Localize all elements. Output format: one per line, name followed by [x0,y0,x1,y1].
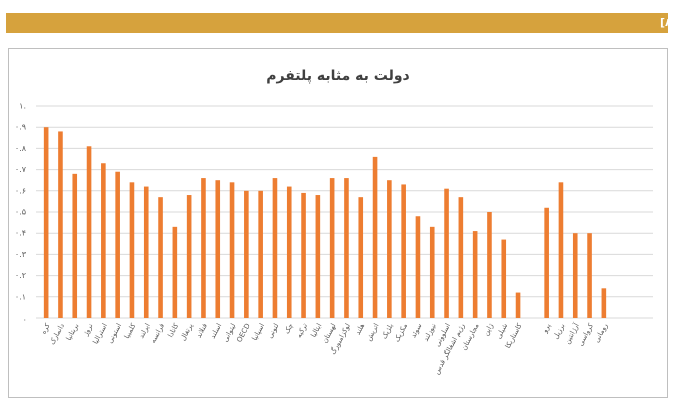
bar [515,292,521,318]
bar [444,188,449,318]
bar [358,197,364,318]
bar [315,195,321,318]
y-tick-label: ۰.۳ [15,250,27,259]
bar [72,173,78,318]
bar [544,207,549,318]
bar [201,178,206,318]
header-band [6,13,668,33]
bar [229,182,235,318]
bar [129,182,135,318]
bar [143,186,149,318]
y-tick-label: ۰.۷ [15,165,27,174]
bar [58,131,63,318]
bar [372,156,378,318]
bar [601,288,607,318]
bar [329,178,335,318]
y-tick-label: ۰.۹ [15,123,26,132]
bar [272,178,278,318]
bar [158,197,163,318]
y-tick-label: ۰.۸ [15,144,27,153]
x-tick-label: پرو [540,322,552,335]
bar [244,190,249,318]
bar [186,195,192,318]
y-tick-label: ۰.۱ [15,292,26,301]
bar [215,180,221,318]
y-tick-label: ۰.۴ [15,229,26,238]
bar [487,212,492,318]
bar [344,178,349,318]
bar [286,186,292,318]
y-tick-label: ۰.۶ [15,186,26,195]
bar [415,216,421,318]
bar [387,180,392,318]
bar [301,192,306,318]
y-tick-label: ۰.۲ [15,271,26,280]
bar [115,171,120,318]
y-tick-label: . [23,314,26,323]
bar [558,182,564,318]
bar [572,233,578,318]
bar [172,226,178,318]
bar [472,231,478,318]
bar [86,146,92,318]
chart-title: دولت به مثابه پلتفرم [266,68,409,84]
bar [101,163,106,318]
y-tick-label: ۱. [19,102,26,111]
bar [501,239,507,318]
header-title: شکل ۴. نتایج بُعد دولت به‌مثابه سکو (پلت… [660,16,679,29]
bar [258,190,263,318]
bar [587,233,592,318]
y-tick-label: ۰.۵ [15,208,26,217]
bar [401,184,406,318]
bar [458,197,464,318]
bar [429,226,435,318]
bar [43,127,49,318]
